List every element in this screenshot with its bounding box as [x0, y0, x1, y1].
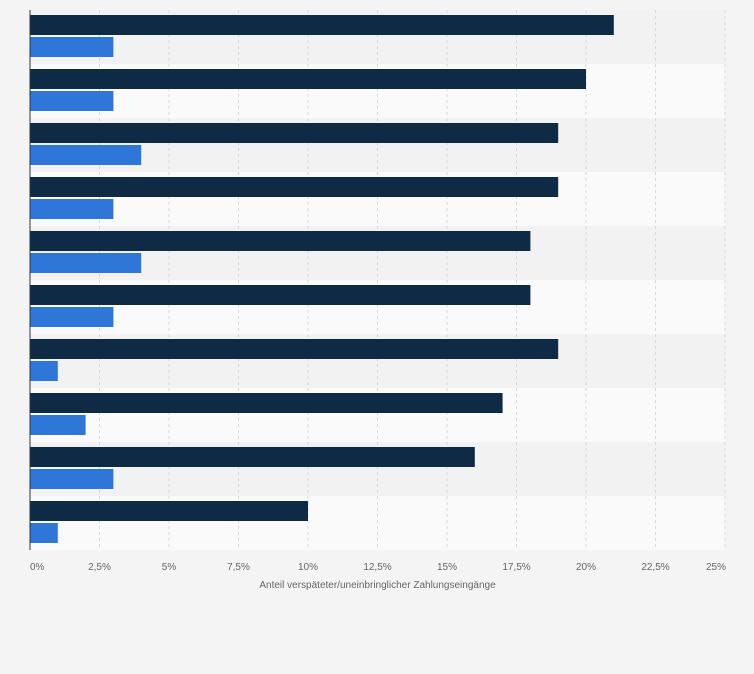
- x-tick-label: 25%: [706, 562, 726, 573]
- x-tick-label: 0%: [30, 562, 45, 573]
- bar-series-1[interactable]: [30, 393, 503, 413]
- bar-series-2[interactable]: [30, 415, 86, 435]
- bar-series-2[interactable]: [30, 469, 114, 489]
- x-tick-label: 17,5%: [502, 562, 530, 573]
- bar-series-1[interactable]: [30, 123, 559, 143]
- bar-series-2[interactable]: [30, 145, 142, 165]
- x-axis-label: Anteil verspäteter/uneinbringlicher Zahl…: [259, 580, 496, 591]
- x-tick-label: 22,5%: [641, 562, 669, 573]
- bar-series-2[interactable]: [30, 253, 142, 273]
- bar-series-1[interactable]: [30, 339, 559, 359]
- bar-series-2[interactable]: [30, 361, 58, 381]
- x-tick-label: 20%: [576, 562, 596, 573]
- bar-series-1[interactable]: [30, 177, 559, 197]
- bar-series-1[interactable]: [30, 15, 614, 35]
- bar-series-2[interactable]: [30, 37, 114, 57]
- bar-series-1[interactable]: [30, 447, 475, 467]
- bar-series-1[interactable]: [30, 69, 586, 89]
- x-tick-label: 10%: [298, 562, 318, 573]
- bar-series-2[interactable]: [30, 91, 114, 111]
- bars: [30, 15, 614, 543]
- x-tick-label: 5%: [162, 562, 177, 573]
- bar-series-2[interactable]: [30, 307, 114, 327]
- x-tick-label: 15%: [437, 562, 457, 573]
- bar-series-1[interactable]: [30, 501, 308, 521]
- bar-series-1[interactable]: [30, 231, 531, 251]
- bar-series-1[interactable]: [30, 285, 531, 305]
- x-tick-labels: 0% 2,5% 5% 7,5% 10% 12,5% 15% 17,5% 20% 22,5% 25%: [30, 562, 726, 573]
- x-tick-label: 2,5%: [88, 562, 111, 573]
- x-tick-label: 7,5%: [227, 562, 250, 573]
- x-tick-label: 12,5%: [363, 562, 391, 573]
- bar-series-2[interactable]: [30, 523, 58, 543]
- bar-series-2[interactable]: [30, 199, 114, 219]
